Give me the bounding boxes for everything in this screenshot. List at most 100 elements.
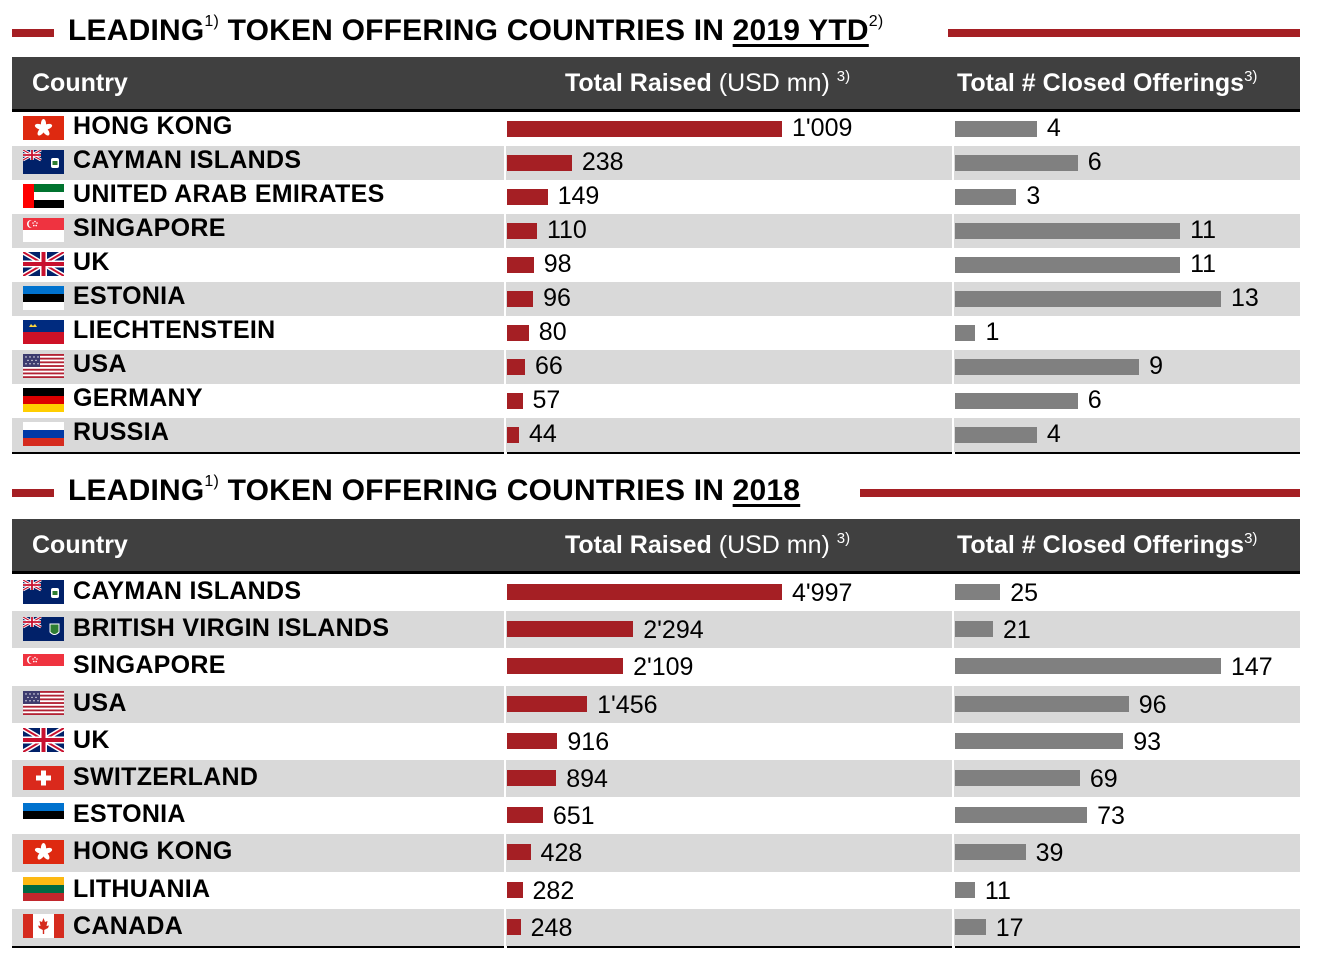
table-row: USA 1'456 96: [12, 685, 1300, 723]
singapore-flag-icon: [23, 218, 64, 242]
closed-offerings-value: 69: [1089, 765, 1118, 793]
closed-offerings-value: 21: [1003, 616, 1031, 645]
closed-offerings-value: 11: [1190, 250, 1217, 278]
section-title-2018: LEADING1) TOKEN OFFERING COUNTRIES IN 20…: [0, 474, 1320, 514]
total-raised-bar: [507, 291, 534, 307]
country-name: HONG KONG: [73, 112, 233, 140]
column-header-total-raised: Total Raised (USD mn) 3): [565, 68, 851, 97]
table-row: ESTONIA 96 13: [12, 282, 1300, 316]
closed-offerings-bar: [955, 223, 1181, 239]
total-raised-bar: [507, 325, 529, 341]
total-raised-bar: [507, 427, 519, 443]
uk-flag-icon: [21, 249, 66, 279]
table-row: SINGAPORE 110 11: [12, 214, 1300, 248]
total-raised-value: 1'009: [792, 114, 853, 142]
total-raised-value: 1'456: [597, 690, 658, 719]
table-row: ESTONIA 651 73: [12, 797, 1300, 834]
country-name: USA: [73, 350, 127, 378]
usa-flag-icon: [23, 691, 64, 716]
closed-offerings-value: 96: [1138, 690, 1167, 719]
closed-offerings-bar: [955, 918, 986, 935]
closed-offerings-bar: [955, 121, 1037, 137]
country-name: BRITISH VIRGIN ISLANDS: [73, 614, 390, 643]
uk-flag-icon: [21, 726, 66, 755]
section-title-2019: LEADING1) TOKEN OFFERING COUNTRIES IN 20…: [0, 14, 1320, 54]
rule-gap: [504, 946, 507, 948]
column-header-country: Country: [32, 69, 128, 97]
russia-flag-icon: [23, 422, 64, 446]
closed-offerings-value: 17: [995, 913, 1024, 942]
table-row: CAYMAN ISLANDS 238 6: [12, 146, 1300, 180]
closed-offerings-bar: [955, 155, 1078, 171]
closed-offerings-value: 6: [1087, 148, 1102, 176]
country-name: USA: [73, 688, 127, 717]
total-raised-bar: [507, 658, 624, 675]
total-raised-bar: [507, 732, 558, 749]
uae-flag-icon: [23, 184, 64, 208]
total-raised-bar: [507, 189, 548, 205]
total-raised-bar: [507, 807, 543, 824]
closed-offerings-bar: [955, 584, 1001, 600]
closed-offerings-bar: [955, 359, 1140, 375]
table-row: GERMANY 57 6: [12, 384, 1300, 418]
total-raised-value: 916: [567, 727, 610, 756]
country-name: ESTONIA: [73, 800, 186, 829]
estonia-flag-icon: [23, 286, 64, 310]
total-raised-value: 80: [538, 318, 567, 346]
closed-offerings-bar: [955, 881, 975, 898]
singapore-flag-icon: [23, 653, 64, 678]
table-row: UK 916 93: [12, 723, 1300, 760]
closed-offerings-bar: [955, 658, 1221, 675]
closed-offerings-value: 93: [1133, 727, 1162, 756]
country-name: GERMANY: [73, 384, 203, 412]
country-name: SINGAPORE: [73, 651, 226, 680]
table-row: UNITED ARAB EMIRATES 149 3: [12, 180, 1300, 214]
closed-offerings-bar: [955, 393, 1078, 409]
total-raised-value: 44: [528, 420, 557, 448]
total-raised-bar: [507, 359, 525, 375]
total-raised-value: 428: [540, 839, 583, 868]
total-raised-bar: [507, 121, 782, 137]
column-separator: [952, 574, 954, 946]
bvi-flag-icon: [22, 615, 64, 641]
total-raised-value: 2'294: [643, 616, 704, 645]
total-raised-bar: [507, 770, 557, 786]
table-row: LITHUANIA 282 11: [12, 872, 1300, 909]
closed-offerings-value: 73: [1097, 802, 1125, 831]
country-name: LIECHTENSTEIN: [73, 316, 276, 344]
country-name: UK: [73, 248, 110, 276]
table-row: HONG KONG 1'009 4: [12, 112, 1300, 146]
closed-offerings-value: 4: [1046, 420, 1061, 448]
table-bottom-rule: [12, 452, 1300, 454]
closed-offerings-value: 6: [1087, 386, 1102, 414]
country-name: SWITZERLAND: [73, 763, 259, 791]
title-rule-right: [860, 489, 1300, 497]
title-rule-left: [12, 489, 54, 497]
total-raised-value: 57: [532, 386, 561, 414]
table-header-2019: Country Total Raised (USD mn) 3) Total #…: [12, 57, 1300, 112]
closed-offerings-bar: [955, 807, 1088, 824]
total-raised-value: 96: [543, 284, 571, 312]
total-raised-value: 66: [534, 352, 563, 380]
total-raised-bar: [507, 223, 537, 239]
country-name: LITHUANIA: [73, 874, 211, 903]
table-rows-2019: HONG KONG 1'009 4 CAYMAN ISLANDS 238 6 UNITED …: [12, 112, 1300, 452]
total-raised-bar: [507, 393, 523, 409]
total-raised-value: 894: [566, 765, 608, 793]
cayman-flag-icon: [22, 578, 64, 604]
total-raised-value: 98: [543, 250, 572, 278]
total-raised-bar: [507, 584, 782, 600]
hongkong-flag-icon: [23, 839, 64, 864]
table-bottom-rule: [12, 946, 1300, 948]
lithuania-flag-icon: [23, 877, 64, 902]
column-separator: [504, 574, 506, 946]
table-row: CAYMAN ISLANDS 4'997 25: [12, 574, 1300, 611]
closed-offerings-bar: [955, 770, 1080, 786]
rule-gap: [504, 452, 507, 454]
table-row: BRITISH VIRGIN ISLANDS 2'294 21: [12, 611, 1300, 649]
country-name: CAYMAN ISLANDS: [73, 146, 302, 174]
country-name: RUSSIA: [73, 418, 170, 446]
total-raised-value: 2'109: [633, 653, 694, 682]
table-header-2018: Country Total Raised (USD mn) 3) Total #…: [12, 519, 1300, 574]
closed-offerings-value: 13: [1231, 284, 1259, 312]
